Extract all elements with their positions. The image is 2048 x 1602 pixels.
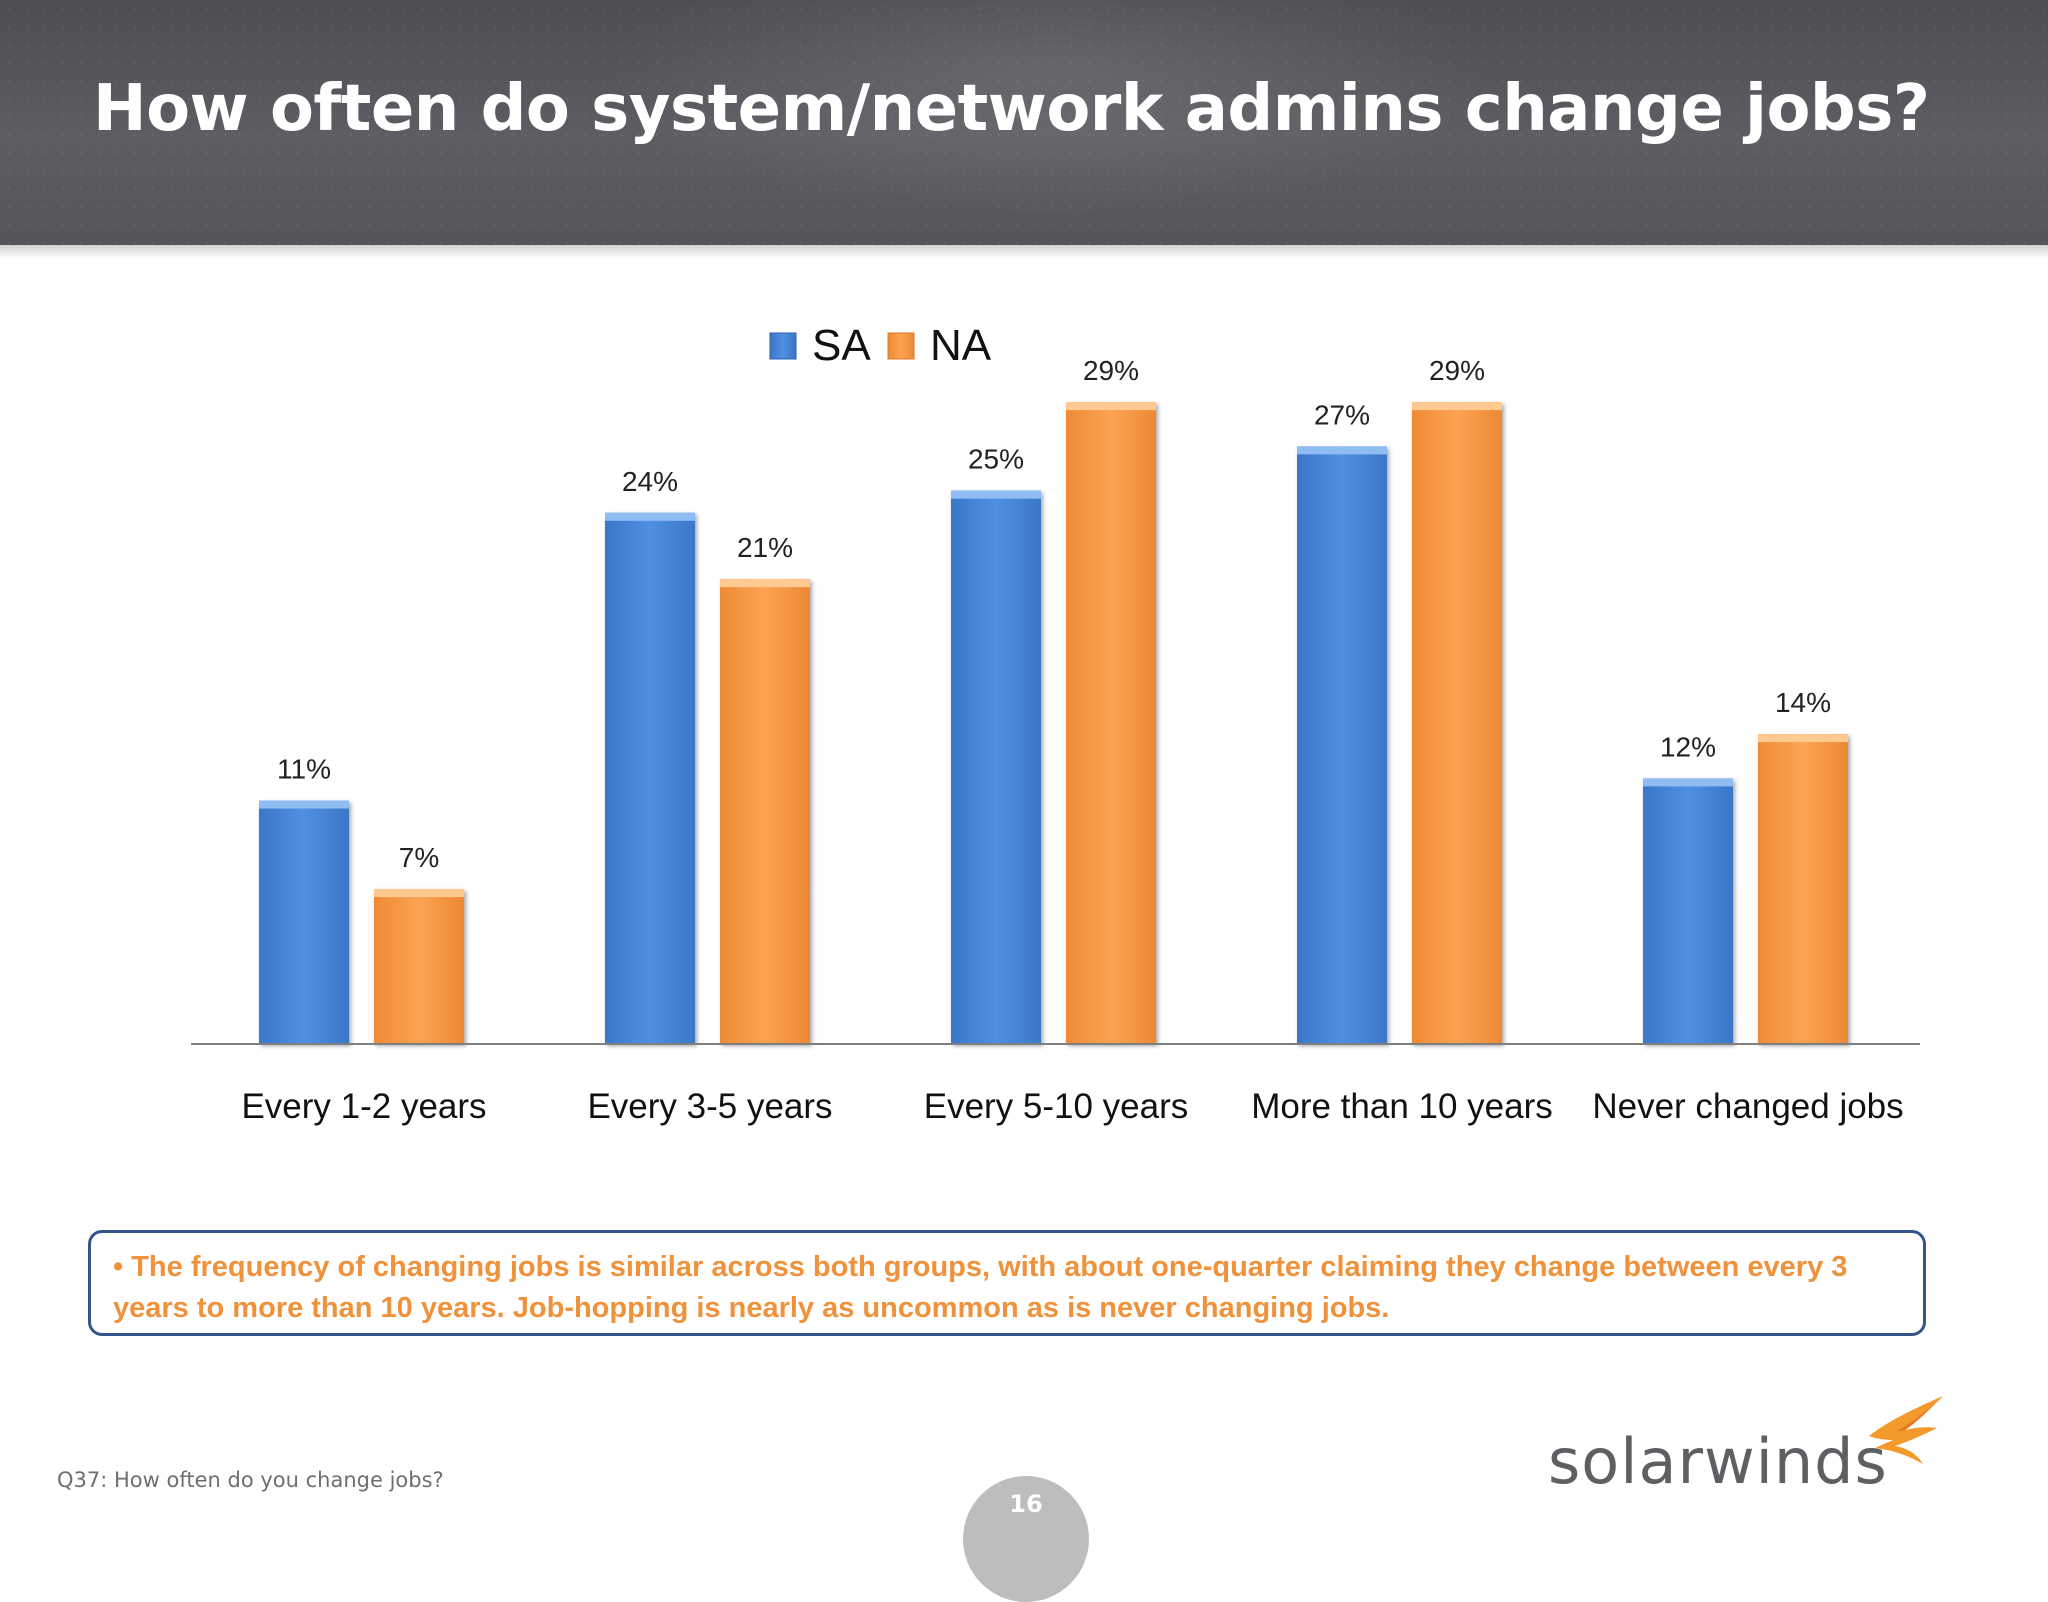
legend-swatch-na xyxy=(887,332,915,360)
legend-swatch-sa xyxy=(769,332,797,360)
bar-na-1 xyxy=(374,889,464,1044)
bar-sa-4 xyxy=(1297,446,1387,1044)
bar-top-sa-2 xyxy=(605,512,695,521)
bar-top-sa-3 xyxy=(951,490,1041,499)
value-label-sa-4: 27% xyxy=(1314,399,1370,430)
bar-sa-2 xyxy=(605,512,695,1044)
insight-text: • The frequency of changing jobs is simi… xyxy=(113,1251,1848,1324)
bar-sa-1 xyxy=(259,800,349,1044)
category-label-3: Every 5-10 years xyxy=(924,1087,1189,1126)
legend: SA NA xyxy=(769,321,992,370)
value-label-na-5: 14% xyxy=(1775,687,1831,718)
value-label-na-3: 29% xyxy=(1083,355,1139,386)
bar-na-2 xyxy=(720,579,810,1044)
value-label-sa-5: 12% xyxy=(1660,731,1716,762)
legend-label-sa: SA xyxy=(812,321,871,370)
logo-wordmark: solarwinds xyxy=(1548,1425,1888,1498)
bar-top-sa-1 xyxy=(259,800,349,809)
header-banner: How often do system/network admins chang… xyxy=(0,0,2048,245)
category-label-1: Every 1-2 years xyxy=(241,1087,486,1126)
bar-top-sa-4 xyxy=(1297,446,1387,455)
value-label-na-4: 29% xyxy=(1429,355,1485,386)
insight-callout: • The frequency of changing jobs is simi… xyxy=(88,1230,1926,1336)
value-labels-group: 11% 7% 24% 21% 25% 29% 27% 29% 12% 14% xyxy=(277,355,1831,873)
value-label-na-1: 7% xyxy=(399,842,439,873)
legend-label-na: NA xyxy=(930,321,992,370)
bar-chart: 11% 7% 24% 21% 25% 29% 27% 29% 12% 14% Every 1-2 … xyxy=(191,321,1920,1126)
category-label-4: More than 10 years xyxy=(1251,1087,1553,1126)
bar-top-sa-5 xyxy=(1643,778,1733,787)
question-footnote: Q37: How often do you change jobs? xyxy=(57,1468,444,1492)
category-labels-group: Every 1-2 years Every 3-5 years Every 5-10… xyxy=(241,1087,1903,1126)
header-texture xyxy=(0,0,2048,245)
bar-top-na-2 xyxy=(720,579,810,588)
value-label-sa-3: 25% xyxy=(968,444,1024,475)
header-shadow xyxy=(0,245,2048,259)
slide-title: How often do system/network admins chang… xyxy=(93,72,1930,146)
bar-na-5 xyxy=(1758,734,1848,1044)
bar-na-3 xyxy=(1066,402,1156,1045)
header-sheen xyxy=(600,0,1500,220)
value-label-na-2: 21% xyxy=(737,532,793,563)
solarwinds-flame-icon xyxy=(1869,1396,1943,1464)
bar-top-na-1 xyxy=(374,889,464,898)
category-label-2: Every 3-5 years xyxy=(587,1087,832,1126)
bars-group xyxy=(259,402,1848,1045)
bar-top-na-5 xyxy=(1758,734,1848,743)
value-label-sa-1: 11% xyxy=(277,754,331,785)
value-label-sa-2: 24% xyxy=(622,466,678,497)
bar-na-4 xyxy=(1412,402,1502,1045)
bar-top-na-4 xyxy=(1412,402,1502,411)
category-label-5: Never changed jobs xyxy=(1592,1087,1903,1126)
bar-sa-5 xyxy=(1643,778,1733,1044)
page-number: 16 xyxy=(1009,1490,1043,1518)
bar-top-na-3 xyxy=(1066,402,1156,411)
bar-sa-3 xyxy=(951,490,1041,1045)
